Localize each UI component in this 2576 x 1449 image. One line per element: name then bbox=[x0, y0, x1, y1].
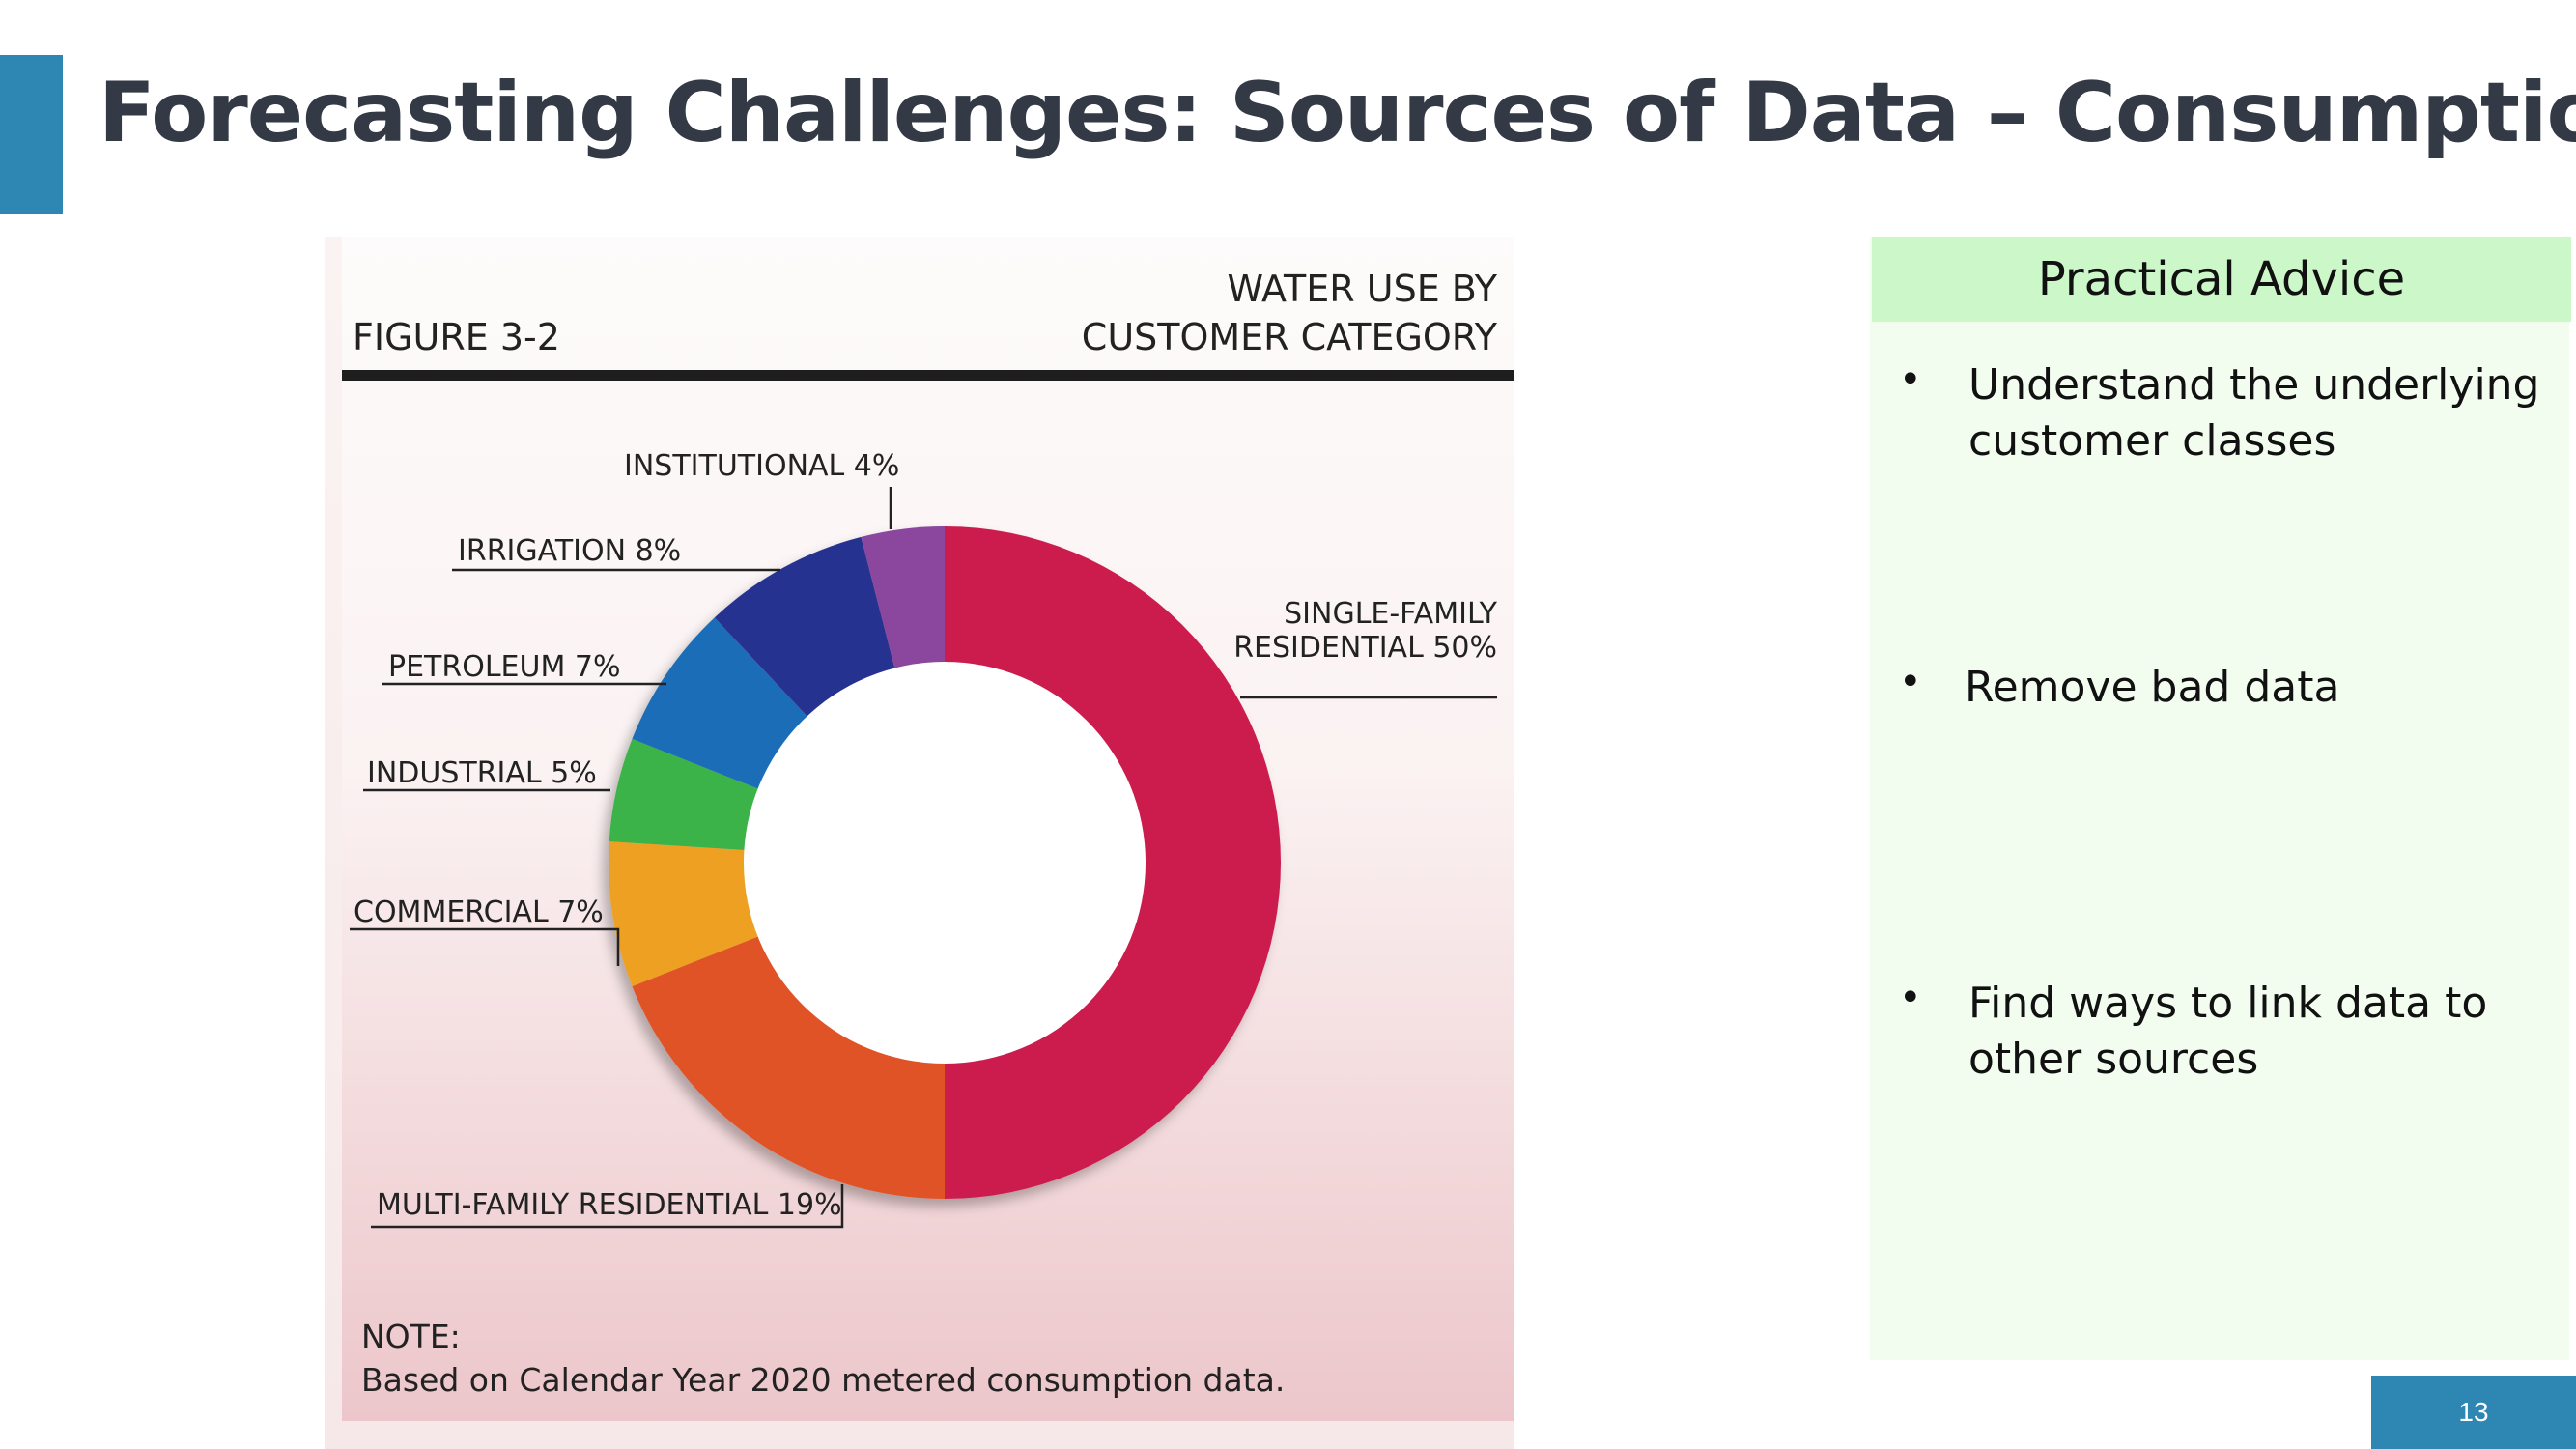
slice-label-institutional: INSTITUTIONAL 4% bbox=[624, 449, 899, 483]
slide-title: Forecasting Challenges: Sources of Data … bbox=[99, 65, 2576, 161]
title-accent-bar bbox=[0, 55, 63, 214]
advice-item-text: Find ways to link data to other sources bbox=[1968, 979, 2488, 1084]
figure-header-rule bbox=[342, 370, 1514, 381]
figure-note-text: Based on Calendar Year 2020 metered cons… bbox=[361, 1361, 1285, 1399]
slice-label-industrial: INDUSTRIAL 5% bbox=[367, 756, 597, 790]
leader-line-multi-family-residential bbox=[371, 1184, 844, 1229]
slice-label-single-family-residential: RESIDENTIAL 50% bbox=[1233, 631, 1497, 665]
slice-label-single-family-residential: SINGLE-FAMILY bbox=[1284, 597, 1498, 631]
advice-panel bbox=[1870, 237, 2569, 1360]
leader-line-commercial bbox=[350, 927, 620, 966]
slice-label-irrigation: IRRIGATION 8% bbox=[458, 534, 681, 568]
slice-label-multi-family-residential: MULTI-FAMILY RESIDENTIAL 19% bbox=[377, 1188, 842, 1222]
figure-label: FIGURE 3-2 bbox=[353, 316, 560, 358]
page-number: 13 bbox=[2371, 1376, 2576, 1449]
bullet-icon: • bbox=[1899, 357, 1922, 402]
slice-label-petroleum: PETROLEUM 7% bbox=[388, 650, 620, 684]
figure-title-line-1: WATER USE BY bbox=[1228, 268, 1498, 310]
advice-header: Practical Advice bbox=[1872, 237, 2571, 322]
advice-item-text: Remove bad data bbox=[1965, 663, 2340, 712]
bullet-icon: • bbox=[1899, 976, 1922, 1020]
figure-note-label: NOTE: bbox=[361, 1318, 461, 1355]
figure-title-line-2: CUSTOMER CATEGORY bbox=[1082, 316, 1498, 358]
advice-item-text: Understand the underlying customer class… bbox=[1968, 360, 2540, 466]
bullet-icon: • bbox=[1899, 660, 1922, 704]
donut-hole bbox=[744, 662, 1146, 1064]
slice-label-commercial: COMMERCIAL 7% bbox=[354, 895, 604, 929]
